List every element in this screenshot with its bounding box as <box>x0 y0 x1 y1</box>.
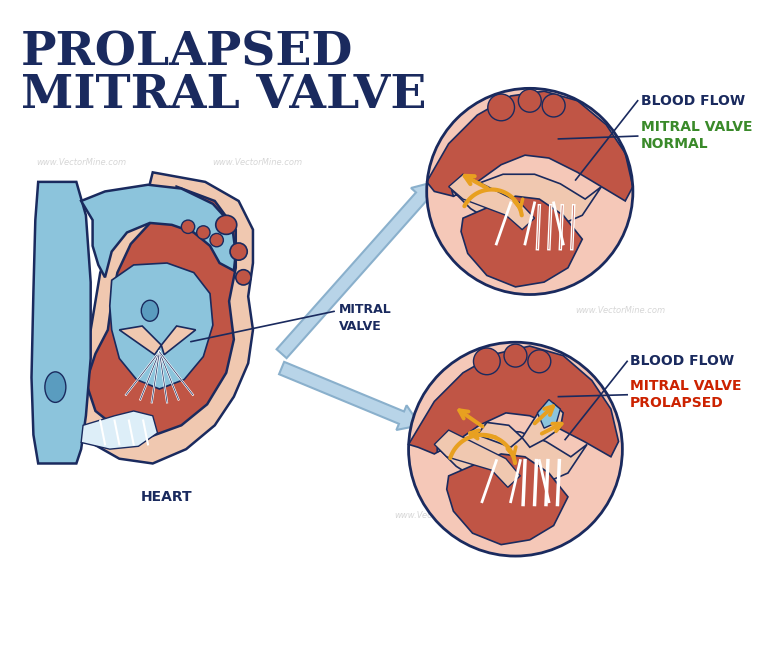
Polygon shape <box>161 326 196 355</box>
Circle shape <box>473 348 500 375</box>
Text: www.VectorMine.com: www.VectorMine.com <box>36 158 126 167</box>
Text: MITRAL
VALVE: MITRAL VALVE <box>339 304 392 334</box>
Text: www.VectorMine.com: www.VectorMine.com <box>575 306 666 315</box>
Polygon shape <box>81 185 236 278</box>
Polygon shape <box>110 263 213 389</box>
Text: www.VectorMine.com: www.VectorMine.com <box>394 511 484 520</box>
Text: HEART: HEART <box>141 490 193 504</box>
Polygon shape <box>409 346 618 457</box>
Text: BLOOD FLOW: BLOOD FLOW <box>641 94 745 108</box>
Circle shape <box>528 350 551 373</box>
Circle shape <box>518 89 541 112</box>
Polygon shape <box>435 430 520 487</box>
Polygon shape <box>477 422 522 447</box>
Ellipse shape <box>141 300 158 321</box>
Polygon shape <box>67 172 253 464</box>
Text: NORMAL: NORMAL <box>641 136 708 151</box>
Polygon shape <box>522 404 563 447</box>
Circle shape <box>488 94 515 121</box>
Circle shape <box>409 342 622 556</box>
Circle shape <box>504 344 527 367</box>
Polygon shape <box>31 182 91 464</box>
Polygon shape <box>86 187 236 437</box>
Ellipse shape <box>236 270 251 285</box>
Polygon shape <box>461 196 582 287</box>
Text: MITRAL VALVE: MITRAL VALVE <box>630 379 742 393</box>
Polygon shape <box>437 430 587 489</box>
Polygon shape <box>452 174 601 232</box>
Circle shape <box>427 88 633 295</box>
Polygon shape <box>119 326 161 355</box>
Circle shape <box>542 94 565 117</box>
Polygon shape <box>276 182 435 358</box>
Text: BLOOD FLOW: BLOOD FLOW <box>630 355 734 368</box>
Ellipse shape <box>216 215 237 234</box>
Circle shape <box>210 233 223 247</box>
Polygon shape <box>81 411 157 449</box>
Text: MITRAL VALVE: MITRAL VALVE <box>21 72 426 118</box>
Circle shape <box>197 226 210 239</box>
Polygon shape <box>427 91 633 201</box>
Text: MITRAL VALVE: MITRAL VALVE <box>641 119 752 133</box>
Ellipse shape <box>230 243 247 260</box>
Circle shape <box>181 220 195 233</box>
Polygon shape <box>449 174 535 230</box>
Polygon shape <box>279 362 420 430</box>
Polygon shape <box>447 454 568 545</box>
Ellipse shape <box>45 372 66 402</box>
Polygon shape <box>538 400 561 428</box>
Text: www.VectorMine.com: www.VectorMine.com <box>213 158 303 167</box>
Text: PROLAPSED: PROLAPSED <box>630 396 723 410</box>
Text: PROLAPSED: PROLAPSED <box>21 29 353 75</box>
